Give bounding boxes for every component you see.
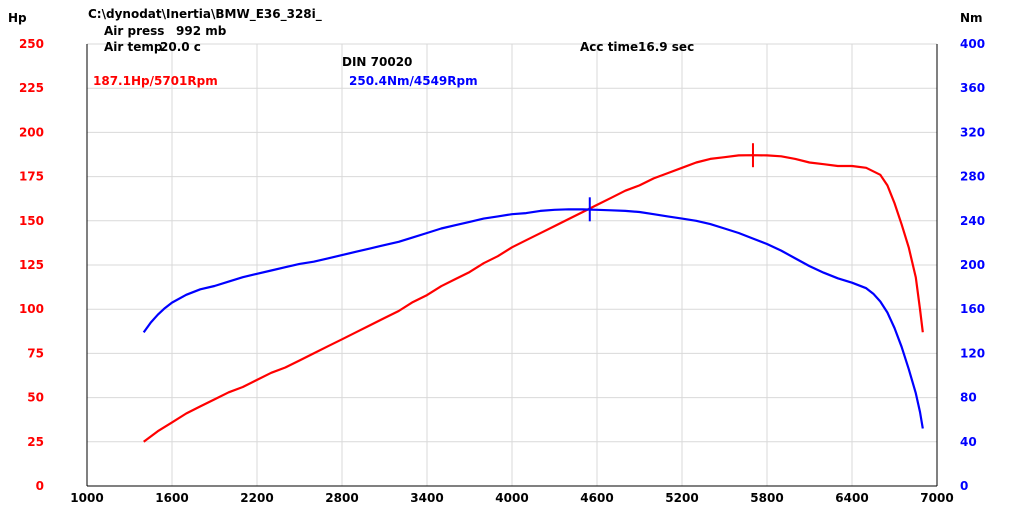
air-press-value: 992 mb xyxy=(176,24,227,38)
file-path: C:\dynodat\Inertia\BMW_E36_328i_ xyxy=(88,7,322,22)
peak-power-label: 187.1Hp/5701Rpm xyxy=(93,74,218,88)
air-temp-value: 20.0 c xyxy=(160,40,201,54)
acc-time-label: Acc time xyxy=(580,40,638,54)
y-right-tick-label: 240 xyxy=(960,214,985,228)
x-tick-label: 1000 xyxy=(70,491,103,505)
torque-curve xyxy=(142,208,924,429)
y-right-tick-label: 40 xyxy=(960,435,977,449)
x-tick-label: 2800 xyxy=(325,491,358,505)
x-tick-label: 6400 xyxy=(835,491,868,505)
y-right-tick-label: 320 xyxy=(960,125,985,139)
x-tick-label: 4600 xyxy=(580,491,613,505)
y-right-tick-label: 400 xyxy=(960,37,985,51)
y-right-tick-label: 280 xyxy=(960,170,985,184)
air-press-label: Air press xyxy=(104,24,164,38)
y-left-tick-label: 125 xyxy=(19,258,44,272)
x-tick-label: 3400 xyxy=(410,491,443,505)
y-left-tick-label: 225 xyxy=(19,81,44,95)
x-tick-label: 7000 xyxy=(920,491,953,505)
y-left-tick-label: 250 xyxy=(19,37,44,51)
grid xyxy=(86,43,938,487)
standard-label: DIN 70020 xyxy=(342,55,412,69)
series-group xyxy=(142,143,924,443)
y-left-tick-label: 25 xyxy=(27,435,44,449)
y-left-ticks: 0 25 50 75 100 125 150 175 200 225 250 xyxy=(19,37,44,493)
y-right-tick-label: 200 xyxy=(960,258,985,272)
y-right-tick-label: 120 xyxy=(960,346,985,360)
y-right-tick-label: 360 xyxy=(960,81,985,95)
power-curve xyxy=(143,154,924,443)
peak-torque-label: 250.4Nm/4549Rpm xyxy=(349,74,478,88)
y-right-tick-label: 0 xyxy=(960,479,968,493)
y-left-tick-label: 100 xyxy=(19,302,44,316)
y-right-unit: Nm xyxy=(960,11,983,25)
y-left-tick-label: 50 xyxy=(27,391,44,405)
x-ticks: 1000 1600 2200 2800 3400 4000 4600 5200 5800 6400… xyxy=(70,491,953,505)
y-right-tick-label: 160 xyxy=(960,302,985,316)
x-tick-label: 1600 xyxy=(155,491,188,505)
y-left-tick-label: 200 xyxy=(19,125,44,139)
y-right-ticks: 0 40 80 120 160 200 240 280 320 360 400 xyxy=(960,37,985,493)
y-left-tick-label: 175 xyxy=(19,170,44,184)
y-left-tick-label: 75 xyxy=(27,346,44,360)
x-tick-label: 5800 xyxy=(750,491,783,505)
x-tick-label: 5200 xyxy=(665,491,698,505)
x-tick-label: 4000 xyxy=(495,491,528,505)
y-right-tick-label: 80 xyxy=(960,391,977,405)
x-tick-label: 2200 xyxy=(240,491,273,505)
y-left-unit: Hp xyxy=(8,11,27,25)
acc-time-value: 16.9 sec xyxy=(638,40,694,54)
air-temp-label: Air temp xyxy=(104,40,163,54)
y-left-tick-label: 0 xyxy=(36,479,44,493)
y-left-tick-label: 150 xyxy=(19,214,44,228)
